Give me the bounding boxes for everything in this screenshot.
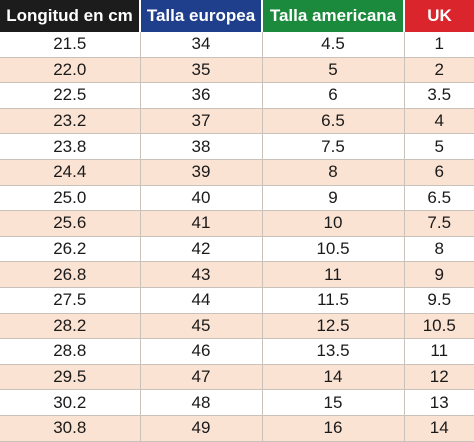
cell-length-cm: 29.5 bbox=[0, 364, 141, 391]
table-row: 27.5 44 11.5 9.5 bbox=[0, 287, 474, 314]
cell-length-cm: 23.2 bbox=[0, 108, 141, 135]
cell-length-cm: 22.5 bbox=[0, 82, 141, 109]
table-row: 30.8 49 16 14 bbox=[0, 415, 474, 442]
cell-length-cm: 22.0 bbox=[0, 57, 141, 84]
cell-uk-size: 10.5 bbox=[404, 313, 474, 340]
cell-uk-size: 8 bbox=[404, 236, 474, 263]
cell-length-cm: 30.8 bbox=[0, 415, 141, 442]
cell-us-size: 16 bbox=[262, 415, 405, 442]
cell-uk-size: 5 bbox=[404, 133, 474, 160]
cell-uk-size: 11 bbox=[404, 338, 474, 365]
table-row: 26.8 43 11 9 bbox=[0, 261, 474, 288]
cell-us-size: 6.5 bbox=[262, 108, 405, 135]
table-row: 25.0 40 9 6.5 bbox=[0, 185, 474, 212]
cell-eu-size: 47 bbox=[140, 364, 263, 391]
cell-uk-size: 4 bbox=[404, 108, 474, 135]
cell-eu-size: 38 bbox=[140, 133, 263, 160]
cell-us-size: 15 bbox=[262, 389, 405, 416]
cell-length-cm: 25.0 bbox=[0, 185, 141, 212]
cell-length-cm: 28.8 bbox=[0, 338, 141, 365]
header-row: Longitud en cm Talla europea Talla ameri… bbox=[0, 0, 474, 32]
cell-uk-size: 1 bbox=[404, 32, 474, 58]
cell-us-size: 6 bbox=[262, 82, 405, 109]
cell-uk-size: 12 bbox=[404, 364, 474, 391]
cell-eu-size: 40 bbox=[140, 185, 263, 212]
cell-uk-size: 9 bbox=[404, 261, 474, 288]
table-row: 23.8 38 7.5 5 bbox=[0, 133, 474, 160]
cell-us-size: 10 bbox=[262, 210, 405, 237]
cell-eu-size: 42 bbox=[140, 236, 263, 263]
cell-eu-size: 43 bbox=[140, 261, 263, 288]
table-row: 29.5 47 14 12 bbox=[0, 364, 474, 391]
cell-uk-size: 13 bbox=[404, 389, 474, 416]
cell-us-size: 8 bbox=[262, 159, 405, 186]
cell-us-size: 5 bbox=[262, 57, 405, 84]
table-row: 28.8 46 13.5 11 bbox=[0, 338, 474, 365]
cell-length-cm: 25.6 bbox=[0, 210, 141, 237]
table-row: 30.2 48 15 13 bbox=[0, 389, 474, 416]
cell-eu-size: 48 bbox=[140, 389, 263, 416]
cell-eu-size: 36 bbox=[140, 82, 263, 109]
cell-uk-size: 2 bbox=[404, 57, 474, 84]
cell-eu-size: 49 bbox=[140, 415, 263, 442]
cell-eu-size: 45 bbox=[140, 313, 263, 340]
cell-length-cm: 26.2 bbox=[0, 236, 141, 263]
cell-uk-size: 7.5 bbox=[404, 210, 474, 237]
table-row: 22.0 35 5 2 bbox=[0, 57, 474, 84]
cell-uk-size: 6.5 bbox=[404, 185, 474, 212]
cell-us-size: 4.5 bbox=[262, 32, 405, 58]
cell-length-cm: 27.5 bbox=[0, 287, 141, 314]
cell-eu-size: 34 bbox=[140, 32, 263, 58]
table-body: 21.5 34 4.5 1 22.0 35 5 2 22.5 36 6 3.5 23.2 37 6.5 4 23… bbox=[0, 32, 474, 442]
cell-us-size: 11 bbox=[262, 261, 405, 288]
table-row: 28.2 45 12.5 10.5 bbox=[0, 313, 474, 340]
cell-uk-size: 14 bbox=[404, 415, 474, 442]
table-row: 23.2 37 6.5 4 bbox=[0, 108, 474, 135]
table-header: Longitud en cm Talla europea Talla ameri… bbox=[0, 0, 474, 32]
cell-length-cm: 30.2 bbox=[0, 389, 141, 416]
cell-eu-size: 46 bbox=[140, 338, 263, 365]
cell-eu-size: 35 bbox=[140, 57, 263, 84]
cell-uk-size: 6 bbox=[404, 159, 474, 186]
cell-length-cm: 24.4 bbox=[0, 159, 141, 186]
table-row: 22.5 36 6 3.5 bbox=[0, 82, 474, 109]
header-eu-size: Talla europea bbox=[140, 0, 263, 32]
cell-us-size: 7.5 bbox=[262, 133, 405, 160]
cell-uk-size: 3.5 bbox=[404, 82, 474, 109]
cell-us-size: 10.5 bbox=[262, 236, 405, 263]
cell-length-cm: 28.2 bbox=[0, 313, 141, 340]
cell-eu-size: 44 bbox=[140, 287, 263, 314]
cell-us-size: 12.5 bbox=[262, 313, 405, 340]
cell-us-size: 11.5 bbox=[262, 287, 405, 314]
cell-eu-size: 41 bbox=[140, 210, 263, 237]
cell-eu-size: 39 bbox=[140, 159, 263, 186]
header-uk-size: UK bbox=[404, 0, 474, 32]
cell-us-size: 9 bbox=[262, 185, 405, 212]
cell-us-size: 14 bbox=[262, 364, 405, 391]
cell-length-cm: 21.5 bbox=[0, 32, 141, 58]
header-length-cm: Longitud en cm bbox=[0, 0, 141, 32]
header-us-size: Talla americana bbox=[262, 0, 405, 32]
table-row: 21.5 34 4.5 1 bbox=[0, 32, 474, 58]
cell-uk-size: 9.5 bbox=[404, 287, 474, 314]
table-row: 25.6 41 10 7.5 bbox=[0, 210, 474, 237]
table-row: 24.4 39 8 6 bbox=[0, 159, 474, 186]
cell-eu-size: 37 bbox=[140, 108, 263, 135]
cell-length-cm: 26.8 bbox=[0, 261, 141, 288]
cell-us-size: 13.5 bbox=[262, 338, 405, 365]
cell-length-cm: 23.8 bbox=[0, 133, 141, 160]
table-row: 26.2 42 10.5 8 bbox=[0, 236, 474, 263]
